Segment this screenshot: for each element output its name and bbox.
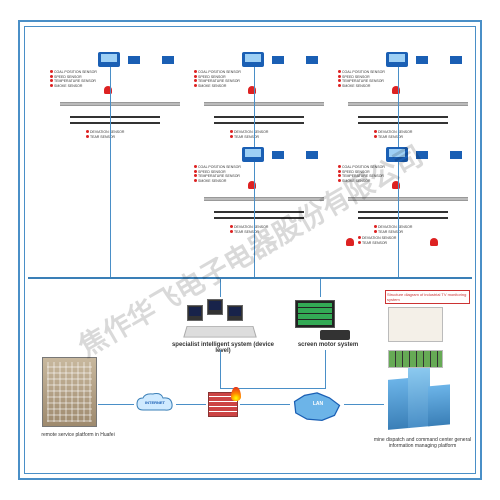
- structure-diagram-thumb: [388, 307, 443, 342]
- conveyor-rail: [348, 102, 468, 106]
- dispatch-building: [388, 364, 453, 432]
- alarm-icon: [346, 238, 354, 246]
- sensor-list: COAL POSITION SENSORSPEED SENSORTEMPERAT…: [338, 70, 385, 88]
- io-module-icon: [306, 56, 318, 64]
- controller-unit: [242, 52, 264, 67]
- controller-unit: [242, 147, 264, 162]
- track-segment: [358, 211, 448, 219]
- firewall-icon: [208, 392, 238, 417]
- sensor-list-b: DEVIATION SENSORTEAR SENSOR: [374, 225, 412, 234]
- controller-cluster: COAL POSITION SENSORSPEED SENSORTEMPERAT…: [194, 147, 294, 222]
- io-module-icon: [162, 56, 174, 64]
- remote-platform-label: remote service platform in Huafei: [28, 432, 128, 438]
- io-module-icon: [450, 56, 462, 64]
- specialist-label: specialist intelligent system (device le…: [168, 342, 278, 354]
- sensor-list: COAL POSITION SENSORSPEED SENSORTEMPERAT…: [194, 165, 241, 183]
- sensor-list-b: DEVIATION SENSORTEAR SENSOR: [230, 130, 268, 139]
- field-drop-line: [398, 162, 399, 277]
- track-segment: [214, 116, 304, 124]
- controller-cluster: COAL POSITION SENSORSPEED SENSORTEMPERAT…: [338, 52, 438, 127]
- controller-cluster: COAL POSITION SENSORSPEED SENSORTEMPERAT…: [338, 147, 438, 222]
- link-line: [240, 404, 290, 405]
- dispatch-label: mine dispatch and command center general…: [370, 437, 475, 449]
- lan-label: LAN: [306, 401, 330, 407]
- sensor-list: COAL POSITION SENSORSPEED SENSORTEMPERAT…: [50, 70, 97, 88]
- track-segment: [70, 116, 160, 124]
- sensor-list-b: DEVIATION SENSORTEAR SENSOR: [230, 225, 268, 234]
- conveyor-rail: [204, 102, 324, 106]
- link-line: [176, 404, 206, 405]
- field-drop-line: [254, 162, 255, 277]
- link-line: [98, 404, 134, 405]
- structure-annotation: Structure diagram of industrial TV monit…: [385, 290, 470, 304]
- controller-cluster: COAL POSITION SENSORSPEED SENSORTEMPERAT…: [50, 52, 150, 127]
- alarm-icon: [430, 238, 438, 246]
- track-segment: [358, 116, 448, 124]
- sensor-list-b: DEVIATION SENSORTEAR SENSOR: [374, 130, 412, 139]
- outer-frame: COAL POSITION SENSORSPEED SENSORTEMPERAT…: [18, 20, 482, 480]
- sensor-list: COAL POSITION SENSORSPEED SENSORTEMPERAT…: [194, 70, 241, 88]
- link-line: [344, 404, 384, 405]
- controller-unit: [98, 52, 120, 67]
- link-line: [325, 350, 326, 388]
- controller-cluster: COAL POSITION SENSORSPEED SENSORTEMPERAT…: [194, 52, 294, 127]
- tear-sensor-label: TEAR SENSOR: [362, 241, 387, 245]
- io-module-icon: [272, 56, 284, 64]
- sensor-list-b: DEVIATION SENSORTEAR SENSOR: [86, 130, 124, 139]
- io-module-icon: [416, 56, 428, 64]
- io-module-icon: [272, 151, 284, 159]
- field-drop-line: [110, 67, 111, 277]
- conveyor-rail: [60, 102, 180, 106]
- internet-label: INTERNET: [138, 400, 172, 405]
- controller-unit: [386, 147, 408, 162]
- io-module-icon: [306, 151, 318, 159]
- link-line: [220, 350, 221, 388]
- field-bus-line: [28, 277, 472, 279]
- track-segment: [214, 211, 304, 219]
- specialist-system: [185, 297, 255, 339]
- screen-motor-label: screen motor system: [288, 342, 368, 348]
- drop-line: [320, 279, 321, 297]
- controller-unit: [386, 52, 408, 67]
- io-module-icon: [450, 151, 462, 159]
- drop-line: [220, 279, 221, 297]
- screen-motor-system: [295, 300, 350, 340]
- deviation-sensor-label: DEVIATION SENSOR: [362, 236, 396, 240]
- io-module-icon: [128, 56, 140, 64]
- extra-sensor-list: DEVIATION SENSOR TEAR SENSOR: [358, 236, 396, 245]
- video-wall-thumb: [388, 350, 443, 368]
- sensor-list: COAL POSITION SENSORSPEED SENSORTEMPERAT…: [338, 165, 385, 183]
- io-module-icon: [416, 151, 428, 159]
- conveyor-rail: [348, 197, 468, 201]
- conveyor-rail: [204, 197, 324, 201]
- huafei-building: [42, 357, 97, 427]
